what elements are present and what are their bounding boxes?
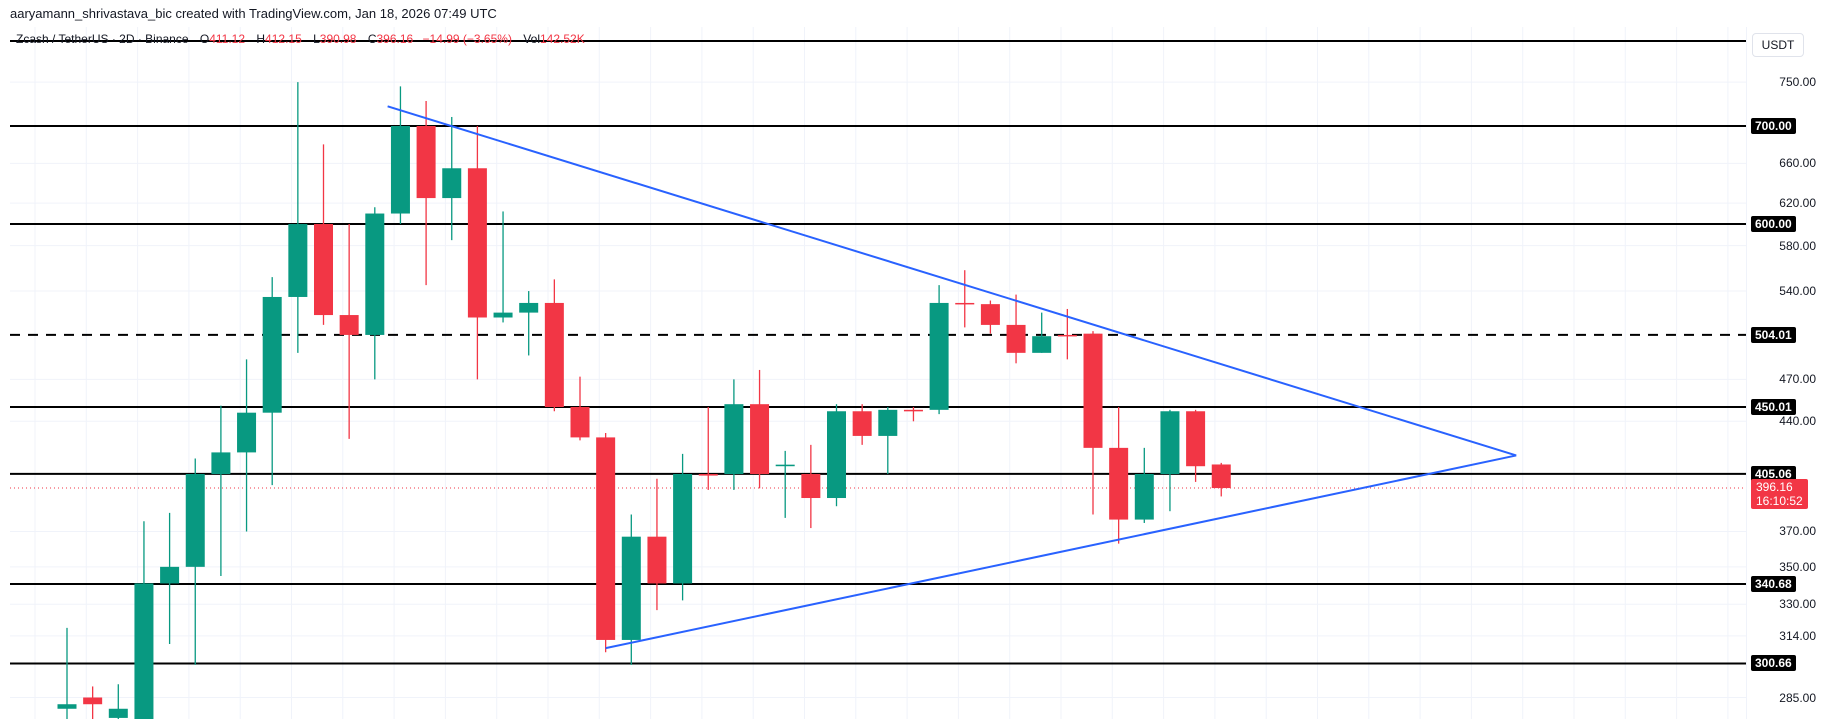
axis-tick-label: 580.00: [1779, 238, 1816, 253]
symbol-legend: Zcash / TetherUS · 2D · Binance O411.12 …: [16, 32, 585, 46]
low-label: L: [313, 32, 320, 46]
candle-up: [108, 708, 128, 718]
axis-tick-label: 470.00: [1779, 372, 1816, 387]
candle-up: [827, 411, 846, 499]
candle-down: [698, 474, 718, 476]
candle-up: [442, 168, 462, 199]
level-price-tag: 300.66: [1751, 655, 1796, 672]
axis-tick-label: 620.00: [1779, 196, 1816, 211]
candle-down: [647, 536, 667, 584]
low-value: 390.98: [319, 32, 357, 46]
trendline: [605, 454, 1517, 650]
candle-down: [83, 697, 103, 705]
symbol-name[interactable]: Zcash / TetherUS · 2D · Binance: [16, 32, 189, 46]
close-label: C: [367, 32, 377, 46]
candle-up: [673, 474, 693, 584]
level-price-tag: 504.01: [1751, 326, 1796, 343]
axis-tick-label: 314.00: [1779, 628, 1816, 643]
open-value: 411.12: [209, 32, 246, 46]
axis-tick-label: 330.00: [1779, 597, 1816, 612]
trendline: [387, 105, 1517, 457]
candle-up: [237, 412, 257, 453]
candle-down: [801, 474, 821, 499]
candle-up: [160, 566, 180, 584]
level-price-tag: 405.06: [1751, 465, 1796, 482]
candle-up: [185, 474, 205, 567]
candle-down: [1211, 464, 1231, 489]
candle-up: [288, 224, 308, 297]
candlestick-plot[interactable]: [0, 27, 1825, 719]
current-price-tag: 396.16 16:10:52: [1751, 479, 1808, 510]
axis-tick-label: 350.00: [1779, 559, 1816, 574]
close-value: 396.16: [376, 32, 414, 46]
price-axis[interactable]: 750.00 660.00 620.00 580.00 540.00 470.00 440.…: [1746, 27, 1825, 719]
candle-down: [1057, 334, 1077, 337]
candle-down: [339, 315, 359, 335]
candle-down: [1109, 447, 1129, 520]
chart-attribution: aaryamann_shrivastava_bic created with T…: [10, 6, 497, 21]
high-value: 412.15: [265, 32, 302, 46]
candle-up: [1032, 336, 1052, 353]
candle-down: [416, 126, 436, 199]
level-price-tag: 340.68: [1751, 576, 1796, 592]
candle-down: [980, 304, 1000, 325]
open-label: O: [199, 32, 210, 46]
axis-tick-label: 285.00: [1779, 690, 1816, 705]
price-chart[interactable]: [0, 27, 1825, 719]
candle-down: [852, 411, 872, 436]
candle-up: [211, 452, 231, 475]
candle-up: [1134, 474, 1154, 520]
candle-up: [365, 213, 385, 335]
candle-down: [750, 404, 770, 475]
level-price-tag: 700.00: [1751, 118, 1796, 134]
candle-down: [1083, 333, 1103, 448]
candle-up: [929, 302, 949, 410]
candle-down: [955, 302, 975, 305]
candle-down: [1006, 324, 1026, 353]
candle-up: [621, 536, 641, 640]
candle-up: [262, 296, 282, 413]
candle-up: [134, 583, 154, 719]
candle-down: [544, 302, 564, 408]
bar-countdown: 16:10:52: [1756, 494, 1803, 509]
candle-up: [1160, 411, 1180, 475]
axis-tick-label: 660.00: [1779, 156, 1816, 171]
candle-down: [596, 437, 616, 640]
candle-down: [467, 168, 487, 318]
axis-tick-label: 370.00: [1779, 524, 1816, 539]
candle-up: [390, 126, 410, 214]
candle-up: [775, 464, 795, 467]
candle-down: [314, 224, 333, 316]
candle-up: [724, 404, 744, 475]
axis-tick-label: 440.00: [1779, 414, 1816, 429]
candle-down: [570, 407, 590, 438]
candle-down: [1186, 411, 1206, 467]
candle-down: [903, 409, 923, 412]
currency-button[interactable]: USDT: [1752, 33, 1804, 57]
candle-up: [493, 312, 513, 318]
candle-up: [519, 302, 539, 313]
candle-up: [878, 409, 898, 436]
axis-tick-label: 540.00: [1779, 284, 1816, 299]
axis-tick-label: 750.00: [1779, 75, 1816, 90]
volume-value: 142.52K: [539, 32, 585, 46]
high-label: H: [256, 32, 266, 46]
candle-up: [57, 704, 77, 709]
level-price-tag: 450.01: [1751, 398, 1796, 415]
current-price-value: 396.16: [1756, 480, 1793, 495]
volume-label: Vol: [523, 32, 540, 46]
level-price-tag: 600.00: [1751, 216, 1796, 233]
change-value: −14.99 (−3.65%): [422, 32, 512, 46]
